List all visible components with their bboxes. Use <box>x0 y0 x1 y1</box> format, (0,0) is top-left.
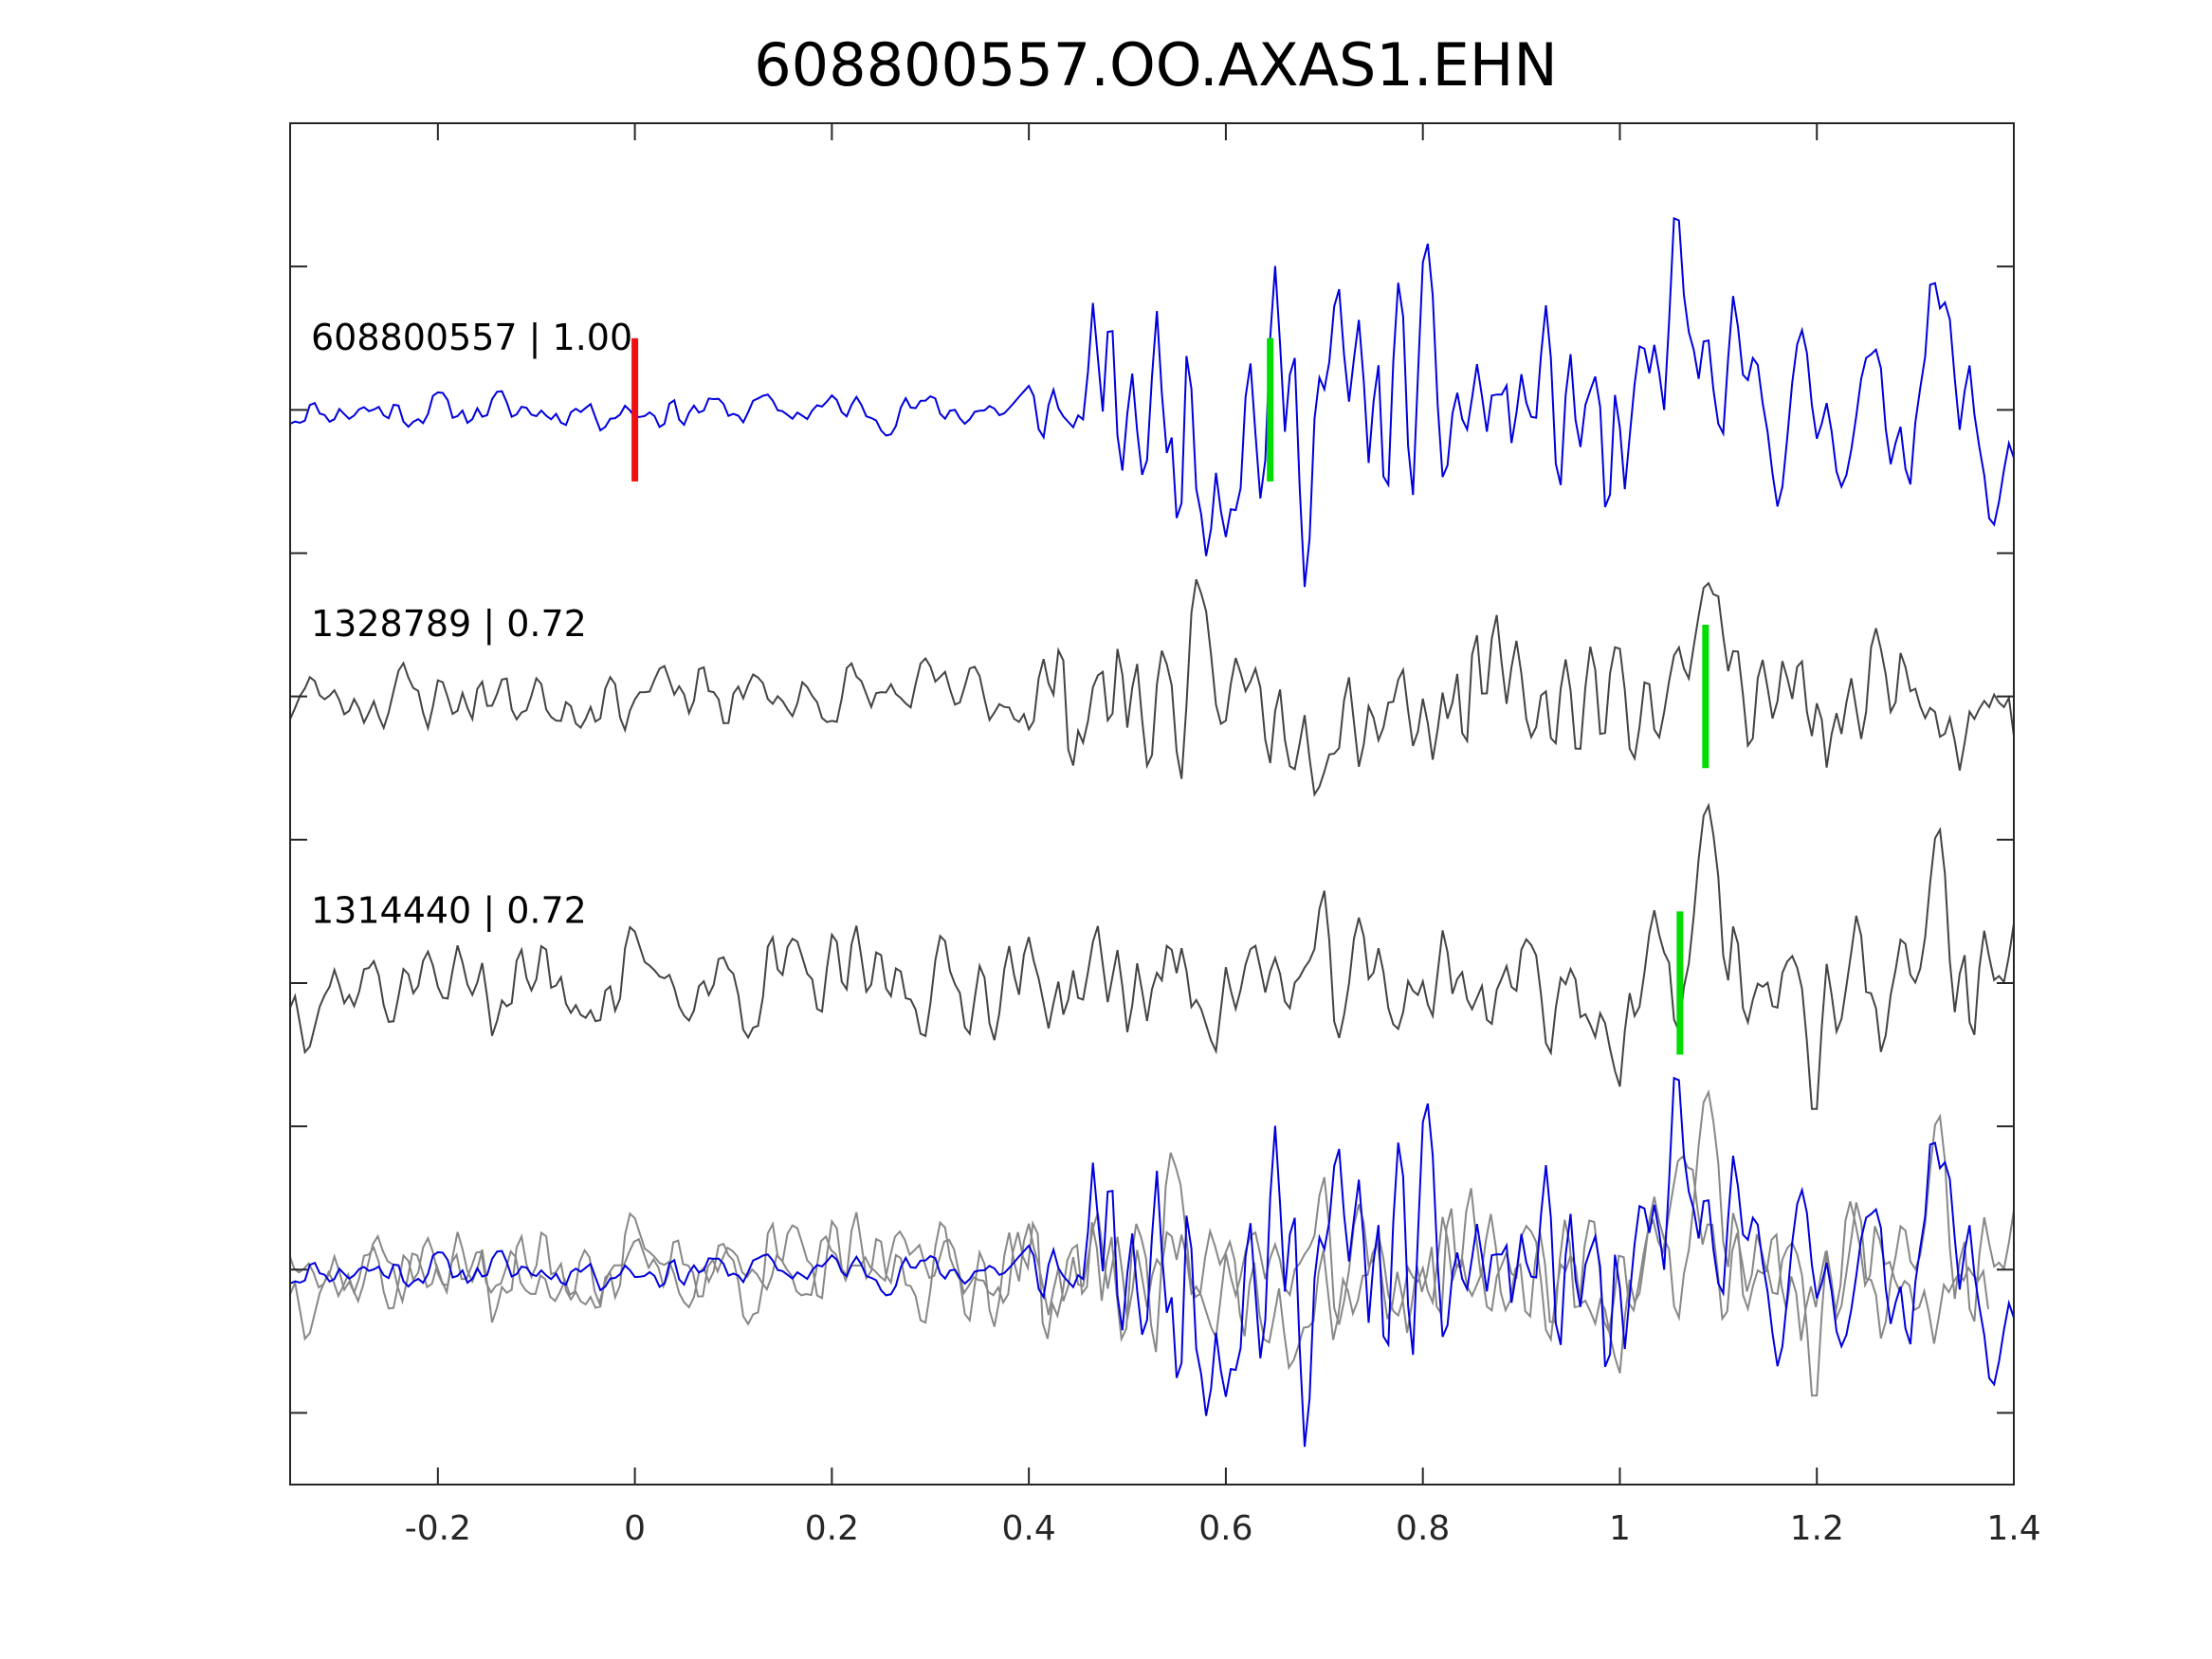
x-tick-label: 0.8 <box>1396 1509 1450 1548</box>
x-axis: -0.2 0 0.2 0.4 0.6 0.8 1 1.2 1.4 <box>405 123 2041 1548</box>
trace-line-2 <box>290 802 2014 1110</box>
x-tick-label: 1.2 <box>1790 1509 1844 1548</box>
trace-line-0 <box>290 216 2014 588</box>
trace-label-0: 608800557 | 1.00 <box>311 317 632 359</box>
overlay-trace-0 <box>290 1076 2014 1448</box>
x-tick-label: 0.4 <box>1002 1509 1056 1548</box>
x-tick-label: 1 <box>1609 1509 1631 1548</box>
trace-label-2: 1314440 | 0.72 <box>311 889 587 932</box>
chart-title: 608800557.OO.AXAS1.EHN <box>754 30 1558 100</box>
x-tick-label: 0.2 <box>805 1509 859 1548</box>
x-tick-label: -0.2 <box>405 1509 471 1548</box>
overlay-trace-1 <box>290 1152 1989 1371</box>
axes-frame <box>289 122 2015 1486</box>
x-tick-label: 0 <box>624 1509 646 1548</box>
x-tick-label: 1.4 <box>1986 1509 2040 1548</box>
trace-label-1: 1328789 | 0.72 <box>311 603 587 646</box>
trace-labels: 608800557 | 1.00 1328789 | 0.72 1314440 | … <box>311 317 632 933</box>
overlay-trace-2 <box>290 1088 2014 1397</box>
x-tick-label: 0.6 <box>1198 1509 1252 1548</box>
plot-area <box>290 216 2014 1448</box>
trace-line-1 <box>290 578 2014 797</box>
y-axis <box>290 265 2014 1414</box>
